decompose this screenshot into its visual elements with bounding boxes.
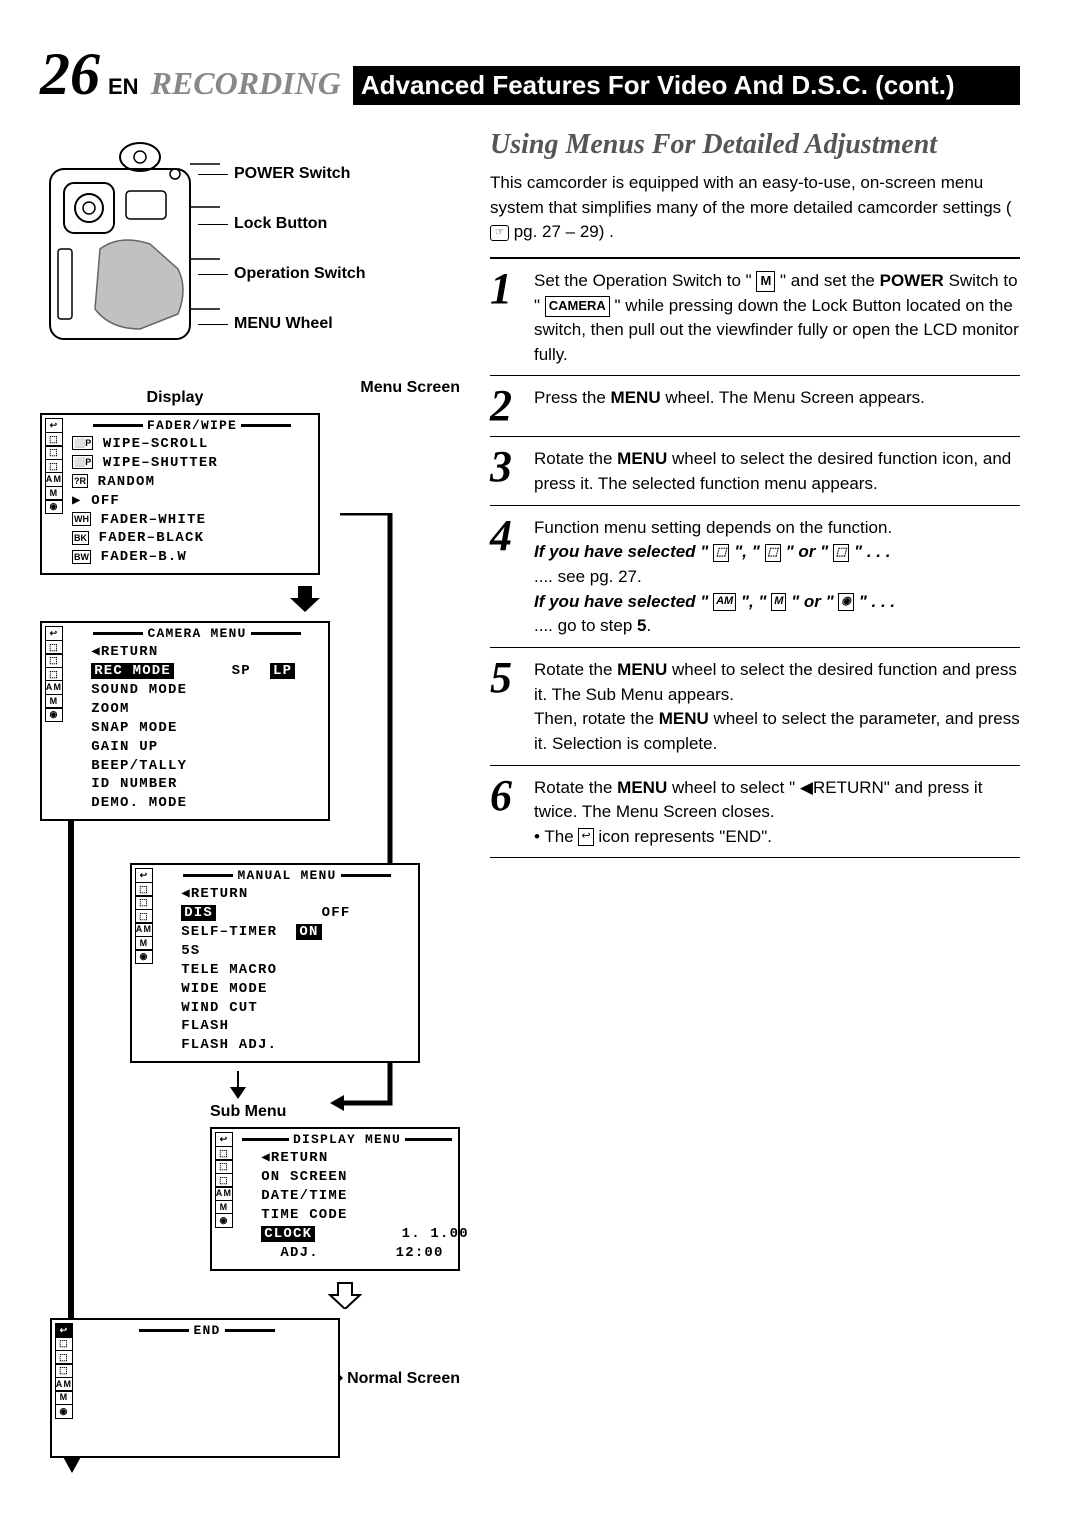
menu-line: ◀RETURN xyxy=(162,885,412,904)
step-number: 4 xyxy=(490,514,526,639)
end-screen: ↩⬚⬚⬚AMM◉ END xyxy=(50,1318,340,1458)
step-item: 4Function menu setting depends on the fu… xyxy=(490,506,1020,648)
menu-line: ON SCREEN xyxy=(242,1168,452,1187)
menu-line: BW FADER–B.W xyxy=(72,548,312,567)
step-item: 5Rotate the MENU wheel to select the des… xyxy=(490,648,1020,766)
display-menu-screen: ↩⬚⬚⬚AMM◉ DISPLAY MENU ◀RETURN ON SCREEN … xyxy=(210,1127,460,1270)
menu-line: SNAP MODE xyxy=(72,719,322,738)
menu-line: WH FADER–WHITE xyxy=(72,511,312,530)
menu-line: BK FADER–BLACK xyxy=(72,529,312,548)
camcorder-callouts: POWER Switch Lock Button Operation Switc… xyxy=(234,129,366,359)
left-column: POWER Switch Lock Button Operation Switc… xyxy=(40,129,460,1388)
fader-wipe-screen: ↩⬚⬚⬚AMM◉ FADER/WIPE ⬜P WIPE–SCROLL⬜P WIP… xyxy=(40,413,320,575)
menu-line: DATE/TIME xyxy=(242,1187,452,1206)
menu-line: GAIN UP xyxy=(72,738,322,757)
display-label: Display xyxy=(40,389,310,407)
title-continued: Advanced Features For Video And D.S.C. (… xyxy=(353,66,1020,105)
menu-line: DEMO. MODE xyxy=(72,794,322,813)
menu-line: SELF–TIMER ON xyxy=(162,923,412,942)
page-number: 26 xyxy=(40,40,100,109)
step-number: 2 xyxy=(490,384,526,428)
page-header: 26 EN RECORDING Advanced Features For Vi… xyxy=(40,40,1020,109)
step-item: 1Set the Operation Switch to " M " and s… xyxy=(490,259,1020,377)
step-text: Press the MENU wheel. The Menu Screen ap… xyxy=(534,384,925,428)
step-text: Rotate the MENU wheel to select the desi… xyxy=(534,445,1020,496)
manual-menu-screen: ↩⬚⬚⬚AMM◉ MANUAL MENU ◀RETURN DIS OFF SEL… xyxy=(130,863,420,1063)
menu-line: 5S xyxy=(162,942,412,961)
menu-line: REC MODE SP LP xyxy=(72,662,322,681)
menu-line: ID NUMBER xyxy=(72,775,322,794)
page-ref-icon: ☞ xyxy=(490,225,509,242)
menu-line: FLASH xyxy=(162,1017,412,1036)
menu-line: WIDE MODE xyxy=(162,980,412,999)
menu-line: BEEP/TALLY xyxy=(72,757,322,776)
camera-menu-screen: ↩⬚⬚⬚AMM◉ CAMERA MENU ◀RETURN REC MODE SP… xyxy=(40,621,330,821)
menu-line: TELE MACRO xyxy=(162,961,412,980)
menu-screen-label: Menu Screen xyxy=(330,379,460,397)
camcorder-illustration xyxy=(40,129,220,359)
callout-power: POWER Switch xyxy=(234,165,366,183)
step-number: 1 xyxy=(490,267,526,368)
menu-line: ADJ. 12:00 xyxy=(242,1244,452,1263)
camcorder-diagram: POWER Switch Lock Button Operation Switc… xyxy=(40,129,460,359)
menu-line: ◀RETURN xyxy=(242,1149,452,1168)
step-number: 6 xyxy=(490,774,526,850)
menu-line: ZOOM xyxy=(72,700,322,719)
menu-line: ▶ OFF xyxy=(72,492,312,511)
menu-line: ⬜P WIPE–SCROLL xyxy=(72,435,312,454)
menu-line: ◀RETURN xyxy=(72,643,322,662)
right-column: Using Menus For Detailed Adjustment This… xyxy=(490,129,1020,1388)
menu-line: DIS OFF xyxy=(162,904,412,923)
step-number: 3 xyxy=(490,445,526,496)
menu-line: TIME CODE xyxy=(242,1206,452,1225)
step-item: 2Press the MENU wheel. The Menu Screen a… xyxy=(490,376,1020,437)
step-list: 1Set the Operation Switch to " M " and s… xyxy=(490,257,1020,859)
step-number: 5 xyxy=(490,656,526,757)
step-text: Set the Operation Switch to " M " and se… xyxy=(534,267,1020,368)
step-text: Rotate the MENU wheel to select the desi… xyxy=(534,656,1020,757)
step-item: 6Rotate the MENU wheel to select " ◀RETU… xyxy=(490,766,1020,859)
menu-line: ?R RANDOM xyxy=(72,473,312,492)
callout-operation: Operation Switch xyxy=(234,265,366,283)
menu-line: CLOCK 1. 1.00 xyxy=(242,1225,452,1244)
callout-menu-wheel: MENU Wheel xyxy=(234,315,366,333)
step-item: 3Rotate the MENU wheel to select the des… xyxy=(490,437,1020,505)
page-lang: EN xyxy=(108,74,139,100)
step-text: Rotate the MENU wheel to select " ◀RETUR… xyxy=(534,774,1020,850)
menu-line: ⬜P WIPE–SHUTTER xyxy=(72,454,312,473)
menu-line: SOUND MODE xyxy=(72,681,322,700)
menu-line: FLASH ADJ. xyxy=(162,1036,412,1055)
section-title: Using Menus For Detailed Adjustment xyxy=(490,129,1020,161)
intro-text: This camcorder is equipped with an easy-… xyxy=(490,171,1020,245)
step-text: Function menu setting depends on the fun… xyxy=(534,514,895,639)
recording-label: RECORDING xyxy=(151,65,341,102)
callout-lock: Lock Button xyxy=(234,215,366,233)
menu-line: WIND CUT xyxy=(162,999,412,1018)
